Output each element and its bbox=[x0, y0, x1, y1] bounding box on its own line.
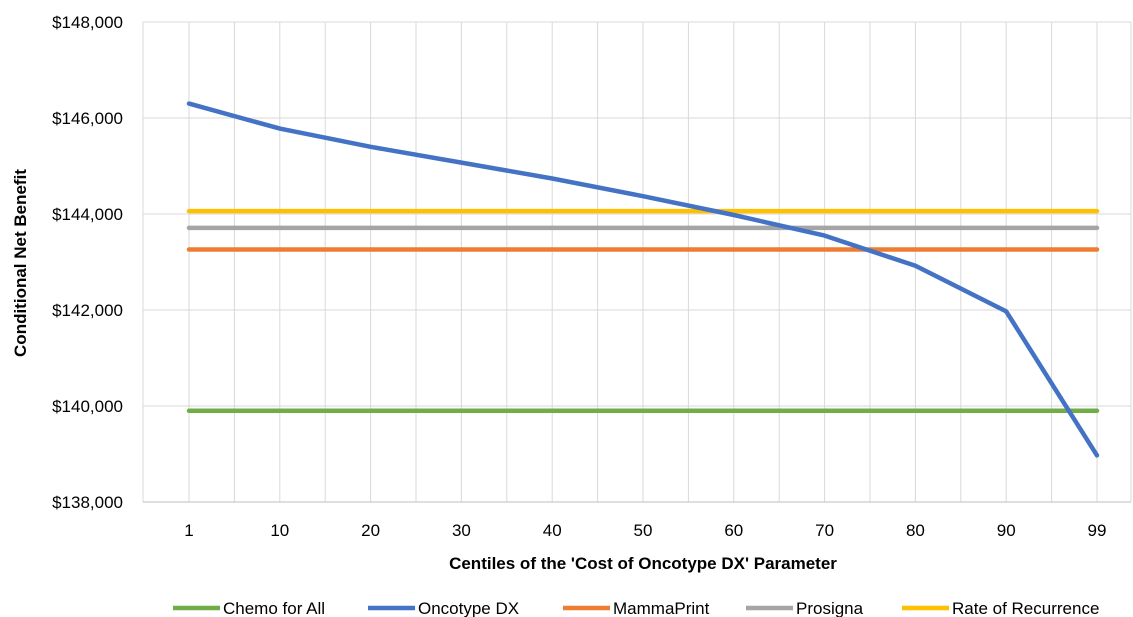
x-tick-label: 99 bbox=[1088, 521, 1107, 540]
y-tick-label: $148,000 bbox=[52, 13, 123, 32]
x-tick-label: 90 bbox=[997, 521, 1016, 540]
legend: Chemo for All Oncotype DX MammaPrint Prosig… bbox=[173, 599, 1099, 617]
legend-label-chemo-for-all: Chemo for All bbox=[223, 599, 325, 617]
y-tick-label: $138,000 bbox=[52, 493, 123, 512]
legend-label-oncotype-dx: Oncotype DX bbox=[418, 599, 519, 617]
y-tick-label: $146,000 bbox=[52, 109, 123, 128]
y-tick-label: $144,000 bbox=[52, 205, 123, 224]
gridlines bbox=[142, 21, 1132, 503]
x-tick-label: 50 bbox=[634, 521, 653, 540]
x-tick-label: 70 bbox=[815, 521, 834, 540]
y-tick-label: $140,000 bbox=[52, 397, 123, 416]
x-tick-label: 40 bbox=[543, 521, 562, 540]
axes: $138,000 $140,000 $142,000 $144,000 $146,000… bbox=[52, 13, 1131, 540]
x-tick-label: 30 bbox=[452, 521, 471, 540]
y-axis-title: Conditional Net Benefit bbox=[11, 169, 30, 357]
legend-label-mammaprint: MammaPrint bbox=[613, 599, 710, 617]
legend-label-rate-of-recurrence: Rate of Recurrence bbox=[952, 599, 1099, 617]
legend-label-prosigna: Prosigna bbox=[796, 599, 864, 617]
series-lines bbox=[186, 101, 1100, 458]
x-tick-label: 80 bbox=[906, 521, 925, 540]
y-tick-label: $142,000 bbox=[52, 301, 123, 320]
x-tick-label: 1 bbox=[184, 521, 193, 540]
x-tick-label: 20 bbox=[361, 521, 380, 540]
x-axis-title: Centiles of the 'Cost of Oncotype DX' Pa… bbox=[449, 554, 837, 573]
x-tick-label: 10 bbox=[270, 521, 289, 540]
series-line-oncotype-dx bbox=[186, 101, 1100, 458]
x-tick-label: 60 bbox=[724, 521, 743, 540]
